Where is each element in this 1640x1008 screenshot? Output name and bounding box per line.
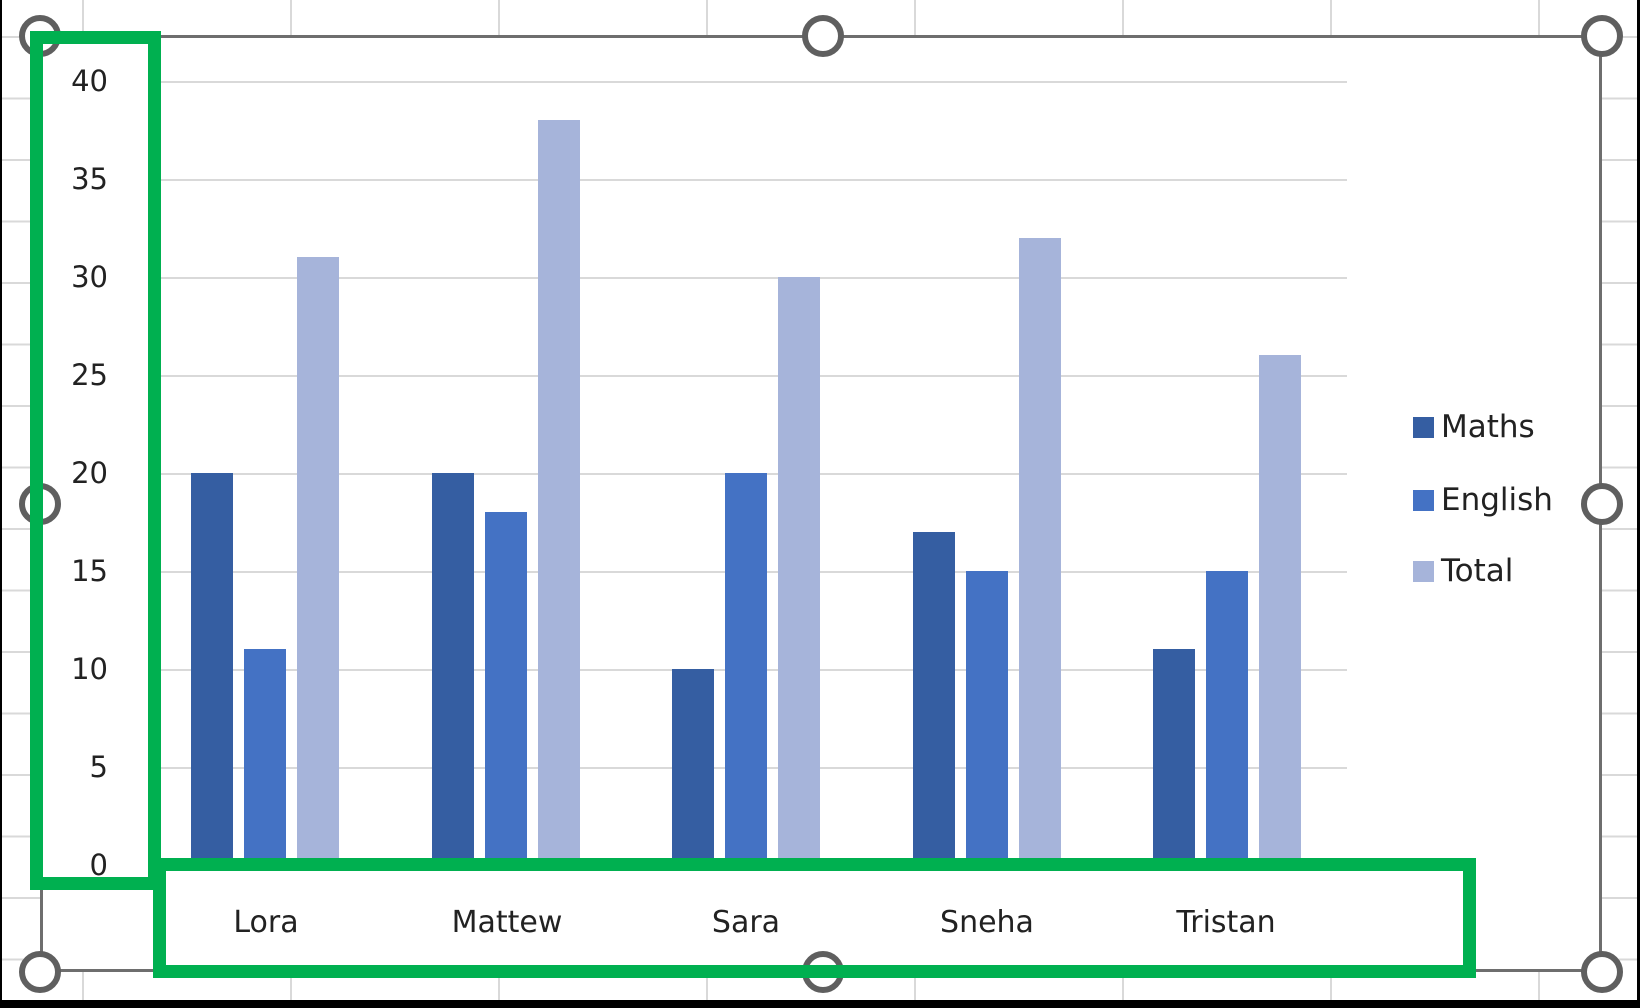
- bar-english-lora[interactable]: [244, 649, 286, 865]
- x-category-label: Mattew: [451, 905, 563, 940]
- legend-item-english[interactable]: English: [1413, 482, 1553, 518]
- resize-handle-bottom-left[interactable]: [19, 951, 61, 993]
- y-tick-label: 25: [71, 358, 108, 392]
- y-tick-label: 20: [71, 456, 108, 490]
- bar-maths-sara[interactable]: [672, 669, 714, 865]
- y-tick-label: 35: [71, 162, 108, 196]
- resize-handle-bottom-right[interactable]: [1581, 951, 1623, 993]
- legend-label: Maths: [1441, 409, 1535, 445]
- legend-item-maths[interactable]: Maths: [1413, 409, 1535, 445]
- bar-maths-lora[interactable]: [191, 473, 233, 865]
- bar-total-sneha[interactable]: [1018, 237, 1061, 865]
- bar-english-tristan[interactable]: [1206, 571, 1248, 865]
- y-tick-label: 40: [71, 64, 108, 98]
- x-category-label: Lora: [233, 905, 299, 940]
- resize-handle-top-right[interactable]: [1581, 15, 1623, 57]
- bar-english-sneha[interactable]: [965, 571, 1008, 865]
- highlight-box-y-axis: [30, 31, 161, 890]
- y-tick-label: 10: [71, 652, 108, 686]
- bar-maths-tristan[interactable]: [1153, 649, 1195, 865]
- bar-total-mattew[interactable]: [537, 120, 580, 865]
- gridline-40: [152, 81, 1347, 83]
- legend-swatch-english: [1413, 489, 1434, 511]
- legend-label: Total: [1441, 553, 1514, 589]
- x-category-label: Sneha: [940, 905, 1034, 940]
- bar-total-lora[interactable]: [297, 257, 339, 865]
- bar-total-sara[interactable]: [778, 277, 820, 865]
- bar-maths-sneha[interactable]: [912, 531, 955, 865]
- y-tick-label: 30: [71, 260, 108, 294]
- y-tick-label: 5: [89, 750, 108, 784]
- y-tick-label: 0: [89, 848, 108, 882]
- legend-label: English: [1441, 482, 1553, 518]
- x-category-label: Sara: [711, 905, 781, 940]
- gridline-30: [152, 277, 1347, 279]
- bar-total-tristan[interactable]: [1259, 355, 1301, 865]
- gridline-25: [152, 375, 1347, 377]
- bar-english-sara[interactable]: [725, 473, 767, 865]
- highlight-box-x-axis: [153, 858, 1476, 978]
- resize-handle-top[interactable]: [802, 15, 844, 57]
- gridline-35: [152, 179, 1347, 181]
- bar-english-mattew[interactable]: [484, 512, 527, 865]
- resize-handle-right[interactable]: [1581, 483, 1623, 525]
- legend-swatch-total: [1413, 560, 1434, 582]
- x-category-label: Tristan: [1176, 905, 1276, 940]
- bar-maths-mattew[interactable]: [431, 473, 474, 865]
- legend-swatch-maths: [1413, 416, 1434, 438]
- y-tick-label: 15: [71, 554, 108, 588]
- legend-item-total[interactable]: Total: [1413, 553, 1513, 589]
